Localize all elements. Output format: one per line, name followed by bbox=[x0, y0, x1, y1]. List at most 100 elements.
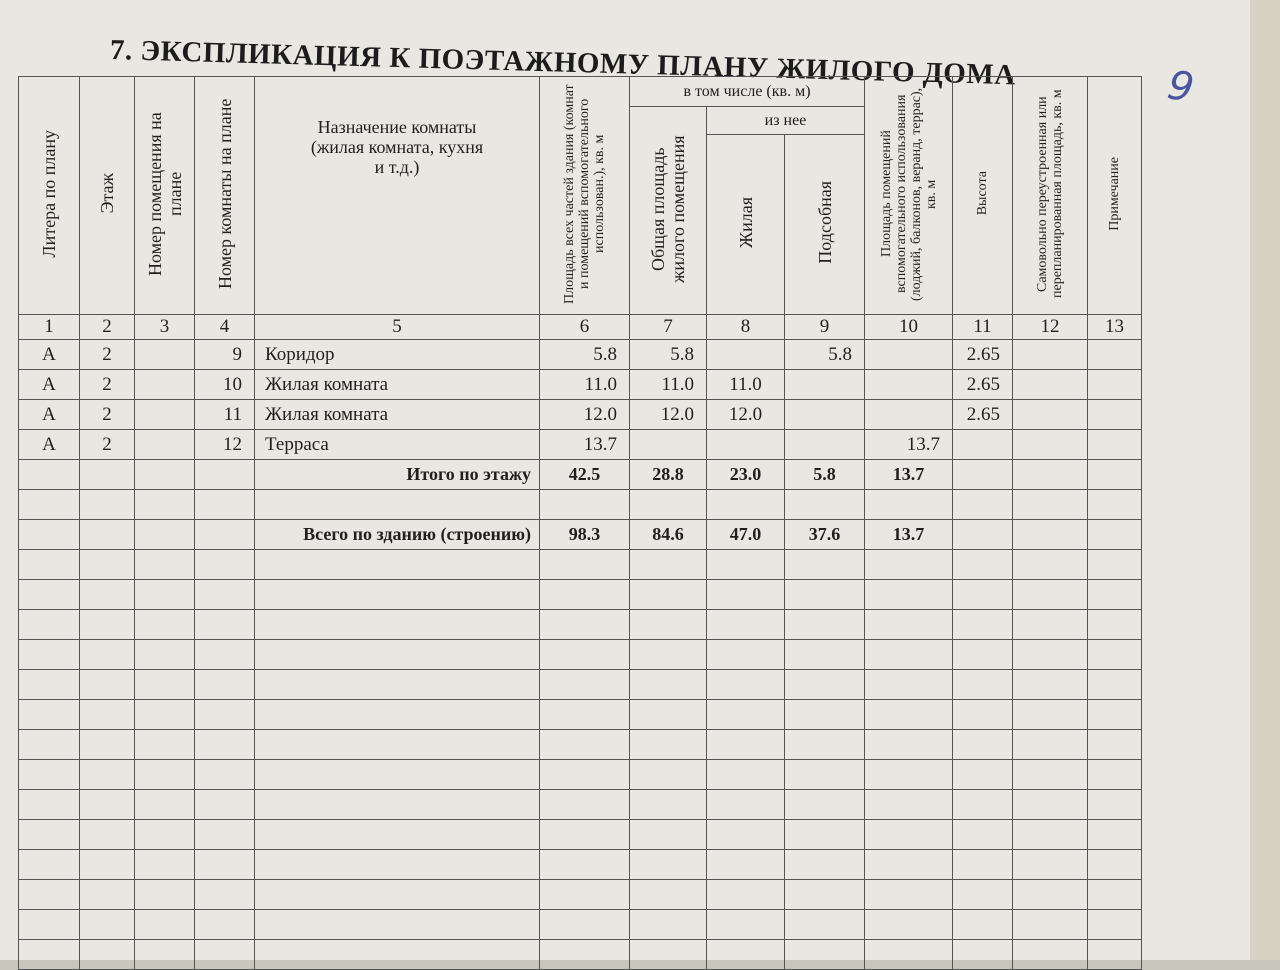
table-cell bbox=[706, 879, 785, 910]
table-cell bbox=[629, 789, 707, 820]
floor-total-row-auxiliary: 5.8 bbox=[784, 459, 865, 490]
auxiliary-area-cell: 5.8 bbox=[784, 339, 865, 370]
header-group: в том числе (кв. м) bbox=[629, 76, 865, 107]
table-cell bbox=[1087, 909, 1142, 940]
blank-row bbox=[18, 879, 1142, 910]
table-cell bbox=[784, 759, 865, 790]
table-cell bbox=[1087, 849, 1142, 880]
table-cell bbox=[864, 549, 953, 580]
table-cell bbox=[1087, 609, 1142, 640]
table-cell bbox=[1087, 669, 1142, 700]
table-cell bbox=[629, 549, 707, 580]
auxiliary-area-cell bbox=[784, 369, 865, 400]
table-cell bbox=[194, 609, 255, 640]
table-cell bbox=[254, 579, 540, 610]
table-cell bbox=[1012, 459, 1088, 490]
table-cell bbox=[254, 849, 540, 880]
table-cell bbox=[706, 819, 785, 850]
col-num: 13 bbox=[1087, 314, 1142, 340]
table-cell bbox=[134, 909, 195, 940]
table-cell bbox=[79, 669, 135, 700]
table-cell bbox=[629, 489, 707, 520]
table-cell bbox=[784, 579, 865, 610]
table-cell bbox=[18, 939, 80, 970]
table-cell bbox=[134, 879, 195, 910]
table-cell bbox=[952, 939, 1013, 970]
litera-cell: А bbox=[18, 339, 80, 370]
table-cell bbox=[1012, 549, 1088, 580]
building-total-row-general: 84.6 bbox=[629, 519, 707, 550]
aux-use-cell bbox=[864, 339, 953, 370]
blank-row bbox=[18, 699, 1142, 730]
room-cell: 12 bbox=[194, 429, 255, 460]
floor-total-row-living: 23.0 bbox=[706, 459, 785, 490]
total-area-cell: 11.0 bbox=[539, 369, 630, 400]
col-num: 5 bbox=[254, 314, 540, 340]
table-cell bbox=[784, 879, 865, 910]
header-height: Высота bbox=[952, 76, 1013, 315]
blank-row bbox=[18, 819, 1142, 850]
column-numbers-row: 1 2 3 4 5 6 7 8 9 10 11 12 13 bbox=[18, 314, 1142, 340]
table-cell bbox=[1087, 519, 1142, 550]
header-living: Жилая bbox=[706, 134, 785, 315]
table-cell bbox=[194, 789, 255, 820]
table-cell bbox=[194, 759, 255, 790]
table-cell bbox=[706, 729, 785, 760]
table-cell bbox=[1087, 819, 1142, 850]
table-cell bbox=[194, 939, 255, 970]
header-unauthorized: Самовольно переустроенная или перепланир… bbox=[1012, 76, 1088, 315]
table-cell bbox=[1012, 369, 1088, 400]
table-cell bbox=[1012, 339, 1088, 370]
table-cell bbox=[1087, 879, 1142, 910]
table-cell bbox=[1087, 579, 1142, 610]
table-cell bbox=[539, 549, 630, 580]
table-cell bbox=[864, 609, 953, 640]
table-cell bbox=[134, 729, 195, 760]
table-cell bbox=[1012, 609, 1088, 640]
floor-cell: 2 bbox=[79, 429, 135, 460]
litera-cell: А bbox=[18, 369, 80, 400]
building-total-row-total: 98.3 bbox=[539, 519, 630, 550]
premise-cell bbox=[134, 369, 195, 400]
table-cell bbox=[706, 669, 785, 700]
litera-cell: А bbox=[18, 429, 80, 460]
table-cell bbox=[18, 489, 80, 520]
table-cell bbox=[864, 939, 953, 970]
table-cell bbox=[79, 849, 135, 880]
living-area-cell bbox=[706, 339, 785, 370]
auxiliary-area-cell bbox=[784, 399, 865, 430]
table-cell bbox=[864, 639, 953, 670]
table-cell bbox=[1012, 759, 1088, 790]
table-cell bbox=[194, 849, 255, 880]
table-cell bbox=[952, 789, 1013, 820]
col-num: 6 bbox=[539, 314, 630, 340]
header-total-area: Площадь всех частей здания (комнат и пом… bbox=[539, 76, 630, 315]
table-cell bbox=[539, 669, 630, 700]
blank-row bbox=[18, 609, 1142, 640]
table-cell bbox=[1012, 699, 1088, 730]
floor-cell: 2 bbox=[79, 369, 135, 400]
table-cell bbox=[784, 489, 865, 520]
general-area-cell: 5.8 bbox=[629, 339, 707, 370]
table-cell bbox=[18, 849, 80, 880]
aux-use-cell: 13.7 bbox=[864, 429, 953, 460]
table-cell bbox=[952, 579, 1013, 610]
table-cell bbox=[629, 849, 707, 880]
table-cell bbox=[134, 759, 195, 790]
header-note: Примечание bbox=[1087, 76, 1142, 315]
floor-total-row: Итого по этажу 42.5 28.8 23.0 5.8 13.7 bbox=[18, 459, 1142, 490]
table-row: А 2 12 Терраса 13.7 13.7 bbox=[18, 429, 1142, 460]
table-cell bbox=[1012, 669, 1088, 700]
table-cell bbox=[1012, 519, 1088, 550]
table-cell bbox=[1087, 939, 1142, 970]
general-area-cell: 12.0 bbox=[629, 399, 707, 430]
total-area-cell: 5.8 bbox=[539, 339, 630, 370]
table-cell bbox=[18, 549, 80, 580]
table-cell bbox=[629, 939, 707, 970]
table-cell bbox=[134, 609, 195, 640]
total-area-cell: 13.7 bbox=[539, 429, 630, 460]
table-cell bbox=[706, 759, 785, 790]
blank-row bbox=[18, 849, 1142, 880]
table-cell bbox=[194, 669, 255, 700]
table-cell bbox=[79, 879, 135, 910]
